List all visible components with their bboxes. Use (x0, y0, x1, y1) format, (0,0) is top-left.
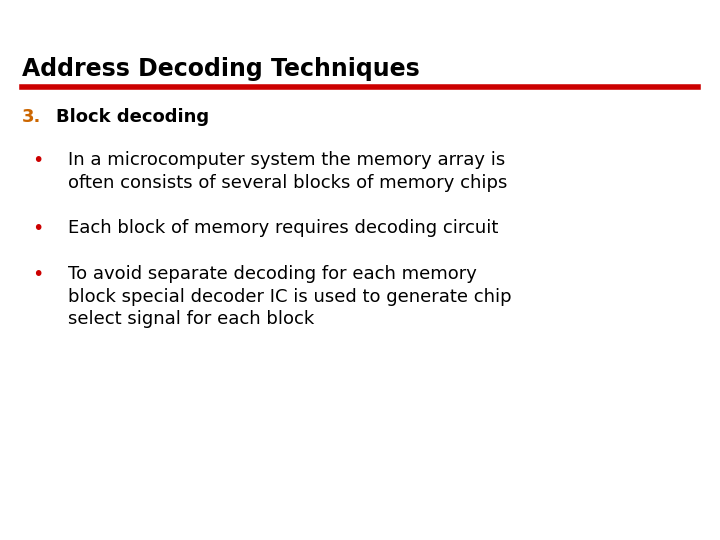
Text: To avoid separate decoding for each memory
block special decoder IC is used to g: To avoid separate decoding for each memo… (68, 265, 512, 328)
Text: Block decoding: Block decoding (56, 108, 210, 126)
Text: In a microcomputer system the memory array is
often consists of several blocks o: In a microcomputer system the memory arr… (68, 151, 508, 192)
Text: Each block of memory requires decoding circuit: Each block of memory requires decoding c… (68, 219, 499, 237)
Text: 3.: 3. (22, 108, 41, 126)
Text: •: • (32, 151, 44, 170)
Text: •: • (32, 265, 44, 284)
Text: •: • (32, 219, 44, 238)
Text: Address Decoding Techniques: Address Decoding Techniques (22, 57, 419, 80)
